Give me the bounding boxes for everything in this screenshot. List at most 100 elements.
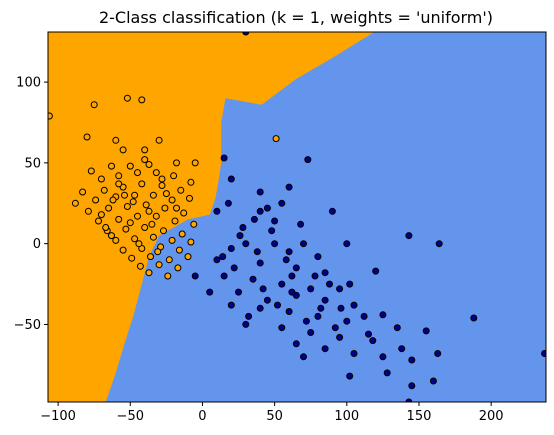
data-point-class-1-30: [336, 285, 344, 293]
data-point-class-0-34: [84, 207, 92, 215]
data-point-class-0-26: [158, 182, 166, 189]
data-point-class-1-25: [372, 267, 380, 275]
data-point-class-1-62: [408, 382, 416, 390]
data-point-class-1-86: [337, 304, 345, 312]
data-point-class-1-46: [307, 329, 315, 336]
y-axis: −50 0 50 100: [14, 76, 48, 333]
data-point-class-0-29: [92, 196, 100, 204]
data-point-class-1-54: [379, 353, 387, 361]
data-point-class-1-10: [278, 199, 286, 207]
y-tick-label: −50: [14, 318, 41, 333]
data-point-class-0-81: [109, 196, 117, 204]
data-point-class-0-38: [161, 204, 169, 212]
data-point-class-0-11: [108, 162, 115, 170]
data-point-class-1-27: [249, 275, 257, 283]
data-point-class-1-2: [220, 154, 228, 162]
plot-area: [48, 32, 546, 402]
data-point-class-1-4: [256, 188, 264, 196]
data-point-class-1-74: [346, 280, 354, 288]
data-point-class-0-73: [115, 180, 123, 188]
x-tick-label: 150: [407, 409, 432, 424]
data-point-class-0-19: [152, 169, 160, 177]
data-point-class-1-72: [288, 272, 296, 280]
data-point-class-1-20: [314, 253, 322, 261]
data-point-class-0-83: [102, 224, 110, 231]
data-point-class-0-79: [173, 204, 180, 212]
data-point-class-1-79: [360, 312, 368, 320]
data-point-class-1-60: [429, 377, 437, 385]
data-point-class-0-82: [121, 191, 128, 199]
data-point-class-1-6: [224, 199, 232, 207]
data-point-class-1-13: [435, 240, 443, 248]
data-point-class-0-16: [97, 175, 105, 183]
data-point-class-0-55: [187, 238, 195, 246]
data-point-class-0-1: [90, 101, 98, 109]
data-point-class-1-44: [242, 320, 250, 328]
data-point-class-1-17: [242, 240, 250, 248]
data-point-class-1-82: [250, 215, 258, 223]
data-point-class-0-4: [83, 133, 91, 141]
x-tick-label: −50: [117, 409, 144, 424]
data-point-class-1-38: [227, 301, 235, 309]
data-point-class-0-48: [141, 224, 149, 231]
data-point-class-0-42: [134, 212, 141, 220]
x-tick-label: 50: [266, 409, 283, 424]
data-point-class-0-65: [155, 261, 163, 269]
data-point-class-1-22: [256, 259, 264, 267]
data-point-class-1-14: [343, 240, 351, 248]
data-point-class-1-45: [278, 324, 286, 332]
data-point-class-1-18: [227, 245, 235, 252]
data-point-class-0-66: [174, 264, 182, 272]
data-point-class-0-45: [190, 220, 198, 228]
data-point-class-0-68: [164, 272, 172, 280]
data-point-class-1-76: [274, 301, 281, 309]
data-point-class-1-70: [230, 264, 238, 272]
data-point-class-0-27: [177, 186, 185, 194]
data-point-class-1-67: [253, 248, 261, 256]
data-point-class-1-81: [236, 232, 244, 240]
data-point-class-1-71: [259, 285, 267, 293]
data-point-class-1-35: [321, 296, 329, 304]
data-point-class-0-7: [272, 135, 280, 143]
data-point-class-0-69: [108, 232, 115, 240]
data-point-class-1-77: [302, 317, 310, 325]
data-point-class-1-68: [282, 256, 290, 264]
data-point-class-1-36: [350, 301, 358, 309]
data-point-class-0-70: [126, 219, 134, 227]
data-point-class-1-9: [256, 207, 264, 215]
data-point-class-0-5: [112, 136, 120, 144]
data-point-class-1-55: [408, 356, 416, 364]
data-point-class-1-39: [256, 304, 264, 312]
data-point-class-0-36: [123, 203, 131, 210]
data-point-class-1-58: [541, 350, 546, 357]
data-point-class-0-28: [71, 199, 79, 207]
x-tick-label: 0: [198, 409, 206, 424]
data-point-class-0-35: [105, 204, 113, 212]
data-point-class-1-21: [213, 256, 221, 264]
data-point-class-0-0: [48, 112, 53, 120]
data-point-class-1-69: [311, 272, 319, 280]
y-tick-label: 0: [33, 237, 41, 252]
data-point-class-1-56: [434, 350, 442, 357]
data-point-class-1-15: [300, 240, 307, 248]
data-point-class-0-33: [168, 196, 176, 204]
data-point-class-0-71: [145, 207, 153, 215]
data-point-class-0-67: [145, 269, 153, 277]
data-point-class-0-74: [97, 211, 105, 219]
data-point-class-0-32: [149, 191, 157, 199]
data-point-class-1-42: [343, 317, 351, 325]
data-point-class-1-8: [213, 207, 221, 215]
data-point-class-0-64: [136, 262, 144, 270]
x-tick-label: 200: [479, 409, 504, 424]
y-tick-label: 100: [16, 76, 41, 91]
data-point-class-1-73: [317, 304, 325, 312]
data-point-class-0-78: [154, 248, 162, 256]
data-point-class-0-40: [95, 217, 102, 225]
data-point-class-0-52: [131, 235, 139, 243]
data-point-class-1-57: [470, 314, 478, 322]
data-point-class-1-51: [292, 340, 300, 348]
data-point-class-1-26: [220, 272, 228, 280]
data-point-class-0-47: [122, 225, 130, 233]
data-point-class-1-89: [300, 353, 307, 361]
data-point-class-0-20: [170, 172, 178, 180]
